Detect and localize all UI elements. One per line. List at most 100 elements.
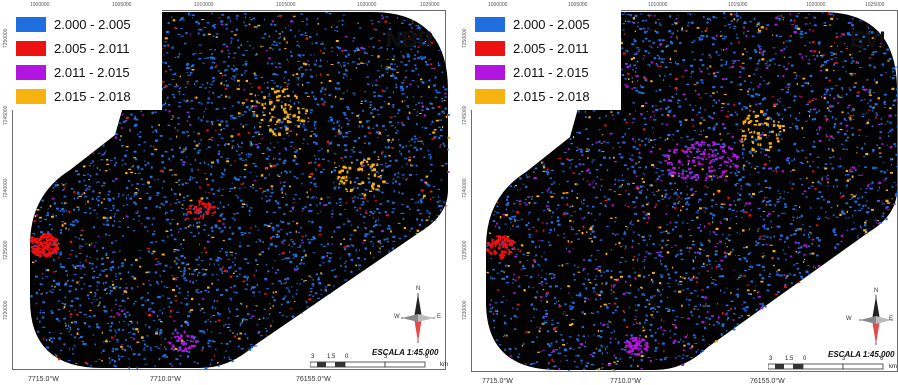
change-pixel <box>294 94 297 98</box>
change-pixel <box>506 198 509 201</box>
change-pixel <box>132 327 135 330</box>
change-pixel <box>645 196 648 199</box>
change-pixel <box>406 53 410 56</box>
change-pixel <box>210 226 214 229</box>
change-pixel <box>47 233 52 236</box>
change-pixel <box>386 135 390 137</box>
change-pixel <box>189 163 192 165</box>
change-pixel <box>178 348 182 351</box>
change-pixel <box>632 359 634 361</box>
change-pixel <box>356 63 361 65</box>
change-pixel <box>289 170 292 173</box>
change-pixel <box>161 154 164 158</box>
change-pixel <box>229 20 231 22</box>
change-pixel <box>289 307 293 309</box>
change-pixel <box>842 88 844 90</box>
change-pixel <box>292 220 295 222</box>
change-pixel <box>345 188 348 191</box>
change-pixel <box>281 105 283 109</box>
change-pixel <box>606 225 609 228</box>
change-pixel <box>598 140 601 143</box>
change-pixel <box>204 205 208 208</box>
change-pixel <box>493 313 495 315</box>
change-pixel <box>394 76 398 80</box>
change-pixel <box>212 315 215 316</box>
change-pixel <box>441 97 444 100</box>
compass-e: E <box>437 314 442 320</box>
change-pixel <box>697 175 699 178</box>
change-pixel <box>99 273 102 276</box>
change-pixel <box>358 58 360 60</box>
change-pixel <box>230 114 234 117</box>
change-pixel <box>390 67 394 71</box>
change-pixel <box>197 101 201 104</box>
change-pixel <box>125 197 128 200</box>
change-pixel <box>129 320 133 322</box>
change-pixel <box>367 127 371 130</box>
change-pixel <box>263 106 266 110</box>
change-pixel <box>843 117 846 120</box>
change-pixel <box>117 328 120 331</box>
change-pixel <box>274 245 278 248</box>
change-pixel <box>149 185 152 188</box>
change-pixel <box>195 289 199 291</box>
change-pixel <box>69 253 72 255</box>
change-pixel <box>50 291 54 293</box>
change-pixel <box>583 178 585 180</box>
change-pixel <box>285 282 287 284</box>
change-pixel <box>58 256 60 259</box>
change-pixel <box>149 145 152 147</box>
change-pixel <box>720 59 723 61</box>
change-pixel <box>633 87 637 89</box>
change-pixel <box>642 239 646 241</box>
change-pixel <box>569 305 572 307</box>
top-tick: 1020000 <box>357 2 377 8</box>
change-pixel <box>733 269 735 271</box>
change-pixel <box>749 152 753 154</box>
change-pixel <box>362 47 366 50</box>
change-pixel <box>560 288 562 289</box>
change-pixel <box>346 122 350 126</box>
change-pixel <box>155 330 159 334</box>
change-pixel <box>40 248 44 250</box>
change-pixel <box>78 180 81 183</box>
change-pixel <box>186 334 188 337</box>
change-pixel <box>252 114 256 117</box>
change-pixel <box>273 116 276 119</box>
change-pixel <box>197 151 200 154</box>
change-pixel <box>758 183 760 185</box>
change-pixel <box>50 228 53 231</box>
change-pixel <box>99 301 101 304</box>
change-pixel <box>377 114 380 116</box>
change-pixel <box>409 144 412 146</box>
change-pixel <box>270 79 274 81</box>
change-pixel <box>210 206 214 209</box>
change-pixel <box>755 104 757 106</box>
change-pixel <box>146 298 150 302</box>
change-pixel <box>669 36 673 38</box>
change-pixel <box>298 30 300 32</box>
change-pixel <box>666 44 670 47</box>
change-pixel <box>681 205 684 208</box>
change-pixel <box>185 350 188 353</box>
change-pixel <box>174 193 177 195</box>
change-pixel <box>96 249 98 253</box>
change-pixel <box>227 204 230 206</box>
change-pixel <box>642 260 645 262</box>
change-pixel <box>313 177 316 180</box>
change-pixel <box>637 48 641 50</box>
change-pixel <box>199 28 203 31</box>
change-pixel <box>157 261 160 263</box>
change-pixel <box>308 298 312 301</box>
change-pixel <box>391 211 394 214</box>
change-pixel <box>231 261 234 263</box>
change-pixel <box>669 330 671 332</box>
change-pixel <box>777 190 779 192</box>
change-pixel <box>782 18 784 21</box>
change-pixel <box>818 126 821 129</box>
change-pixel <box>799 36 803 38</box>
change-pixel <box>213 354 215 357</box>
change-pixel <box>675 279 677 282</box>
change-pixel <box>235 117 237 119</box>
change-pixel <box>715 320 719 323</box>
